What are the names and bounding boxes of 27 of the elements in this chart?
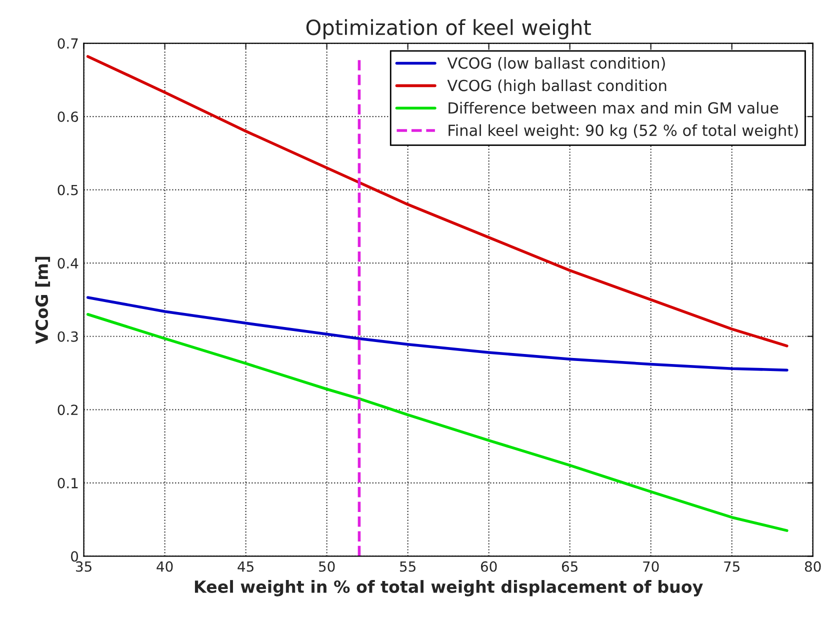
x-tick-label: 70 bbox=[643, 561, 659, 572]
y-tick-label: 0.1 bbox=[58, 478, 78, 488]
y-tick-label: 0.7 bbox=[58, 38, 78, 49]
y-tick-label: 0 bbox=[71, 551, 78, 562]
legend-label: VCOG (high ballast condition bbox=[447, 79, 666, 94]
y-tick-label: 0.3 bbox=[58, 331, 78, 342]
x-tick-label: 75 bbox=[724, 561, 740, 572]
x-tick-label: 50 bbox=[319, 561, 335, 572]
x-tick-label: 35 bbox=[76, 561, 92, 572]
x-tick-label: 80 bbox=[804, 561, 821, 572]
x-tick-label: 40 bbox=[156, 561, 173, 572]
x-tick-label: 55 bbox=[400, 561, 416, 572]
legend-label: VCOG (low ballast condition) bbox=[447, 57, 665, 71]
line-series bbox=[86, 296, 788, 372]
y-tick-label: 0.6 bbox=[58, 112, 78, 122]
y-axis-title: VCoG [m] bbox=[35, 256, 50, 344]
y-tick-label: 0.5 bbox=[58, 184, 78, 196]
x-tick-label: 65 bbox=[562, 561, 578, 572]
line-series bbox=[86, 312, 788, 532]
legend-label: Difference between max and min GM value bbox=[448, 102, 778, 114]
chart-title: Optimization of keel weight bbox=[306, 19, 591, 40]
x-axis-title: Keel weight in % of total weight displacement of buoy bbox=[194, 580, 703, 596]
x-tick-label: 60 bbox=[480, 561, 497, 572]
y-tick-label: 0.2 bbox=[58, 404, 78, 416]
x-tick-label: 45 bbox=[238, 561, 254, 572]
legend-label: Final keel weight: 90 kg (52 % of total weight) bbox=[448, 124, 798, 140]
y-tick-label: 0.4 bbox=[58, 258, 78, 269]
